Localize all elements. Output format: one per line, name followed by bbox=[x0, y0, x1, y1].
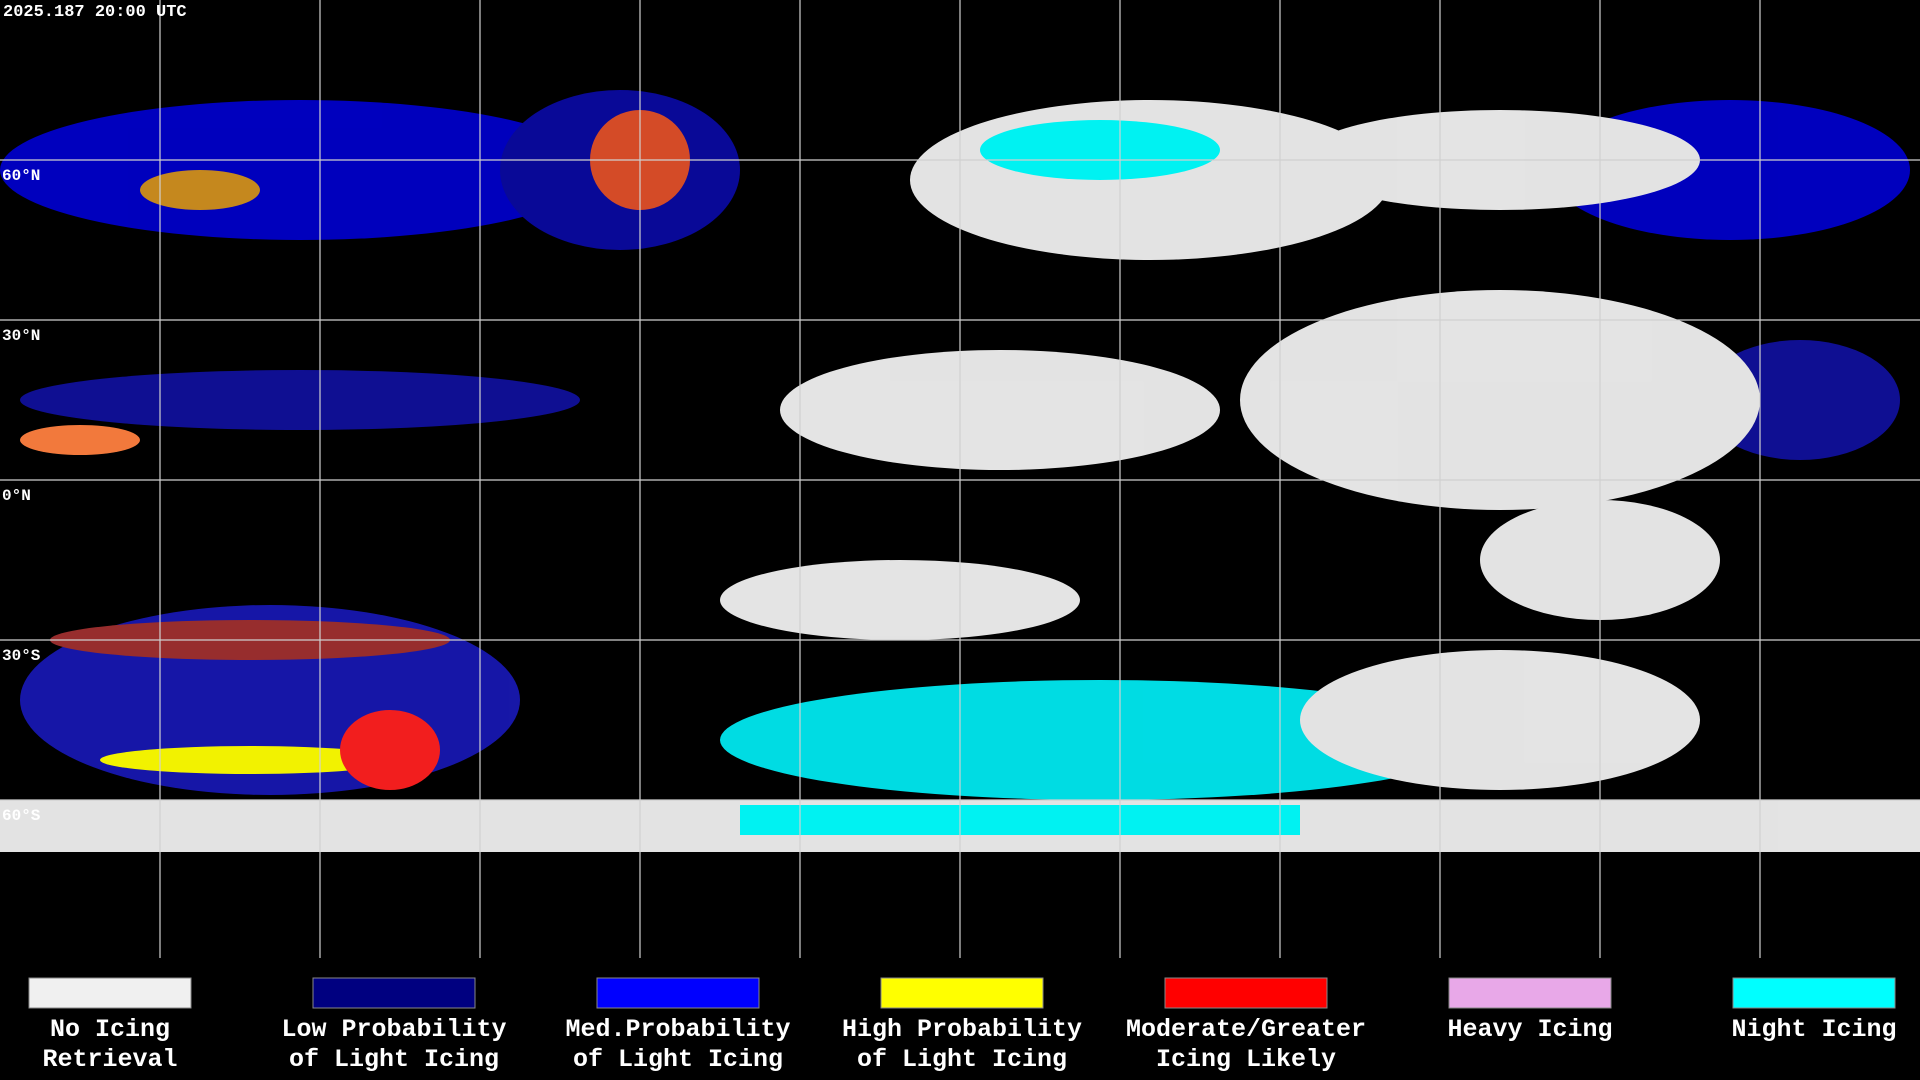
legend-swatch bbox=[1448, 977, 1612, 1009]
legend-swatch bbox=[1164, 977, 1328, 1009]
latitude-label: 60°N bbox=[2, 167, 40, 185]
legend-label: of Light Icing bbox=[857, 1045, 1067, 1074]
legend-swatch bbox=[596, 977, 760, 1009]
icing-area bbox=[20, 425, 140, 455]
graticule bbox=[0, 0, 1920, 958]
legend-label: Med.Probability bbox=[565, 1015, 790, 1044]
legend-label: Heavy Icing bbox=[1447, 1015, 1612, 1044]
icing-area bbox=[0, 100, 600, 240]
cloud-area bbox=[1240, 290, 1760, 510]
legend-swatch bbox=[880, 977, 1044, 1009]
latitude-label: 60°S bbox=[2, 807, 41, 825]
legend-label: Icing Likely bbox=[1156, 1045, 1336, 1074]
legend-swatch bbox=[28, 977, 192, 1009]
legend-label: High Probability bbox=[842, 1015, 1082, 1044]
cloud-area bbox=[980, 120, 1220, 180]
latitude-label: 30°N bbox=[2, 327, 40, 345]
legend-label: of Light Icing bbox=[289, 1045, 499, 1074]
icing-area bbox=[340, 710, 440, 790]
cloud-area bbox=[720, 680, 1480, 800]
latitude-label: 0°N bbox=[2, 487, 31, 505]
legend-label: Retrieval bbox=[42, 1045, 177, 1074]
legend-label: No Icing bbox=[50, 1015, 170, 1044]
cloud-area bbox=[720, 560, 1080, 640]
legend-swatch bbox=[312, 977, 476, 1009]
legend-label: Moderate/Greater bbox=[1126, 1015, 1366, 1044]
legend-label: of Light Icing bbox=[573, 1045, 783, 1074]
cloud-area bbox=[780, 350, 1220, 470]
icing-area bbox=[140, 170, 260, 210]
icing-area bbox=[100, 746, 400, 774]
latitude-labels: 60°N 30°N 0°N 30°S 60°S bbox=[2, 167, 41, 825]
latitude-label: 30°S bbox=[2, 647, 41, 665]
icing-area bbox=[20, 370, 580, 430]
timestamp: 2025.187 20:00 UTC bbox=[3, 3, 187, 22]
legend-label: Low Probability bbox=[281, 1015, 506, 1044]
cloud-area bbox=[740, 805, 1300, 835]
cloud-area bbox=[1300, 650, 1700, 790]
legend-swatch bbox=[1732, 977, 1896, 1009]
legend-label: Night Icing bbox=[1731, 1015, 1896, 1044]
